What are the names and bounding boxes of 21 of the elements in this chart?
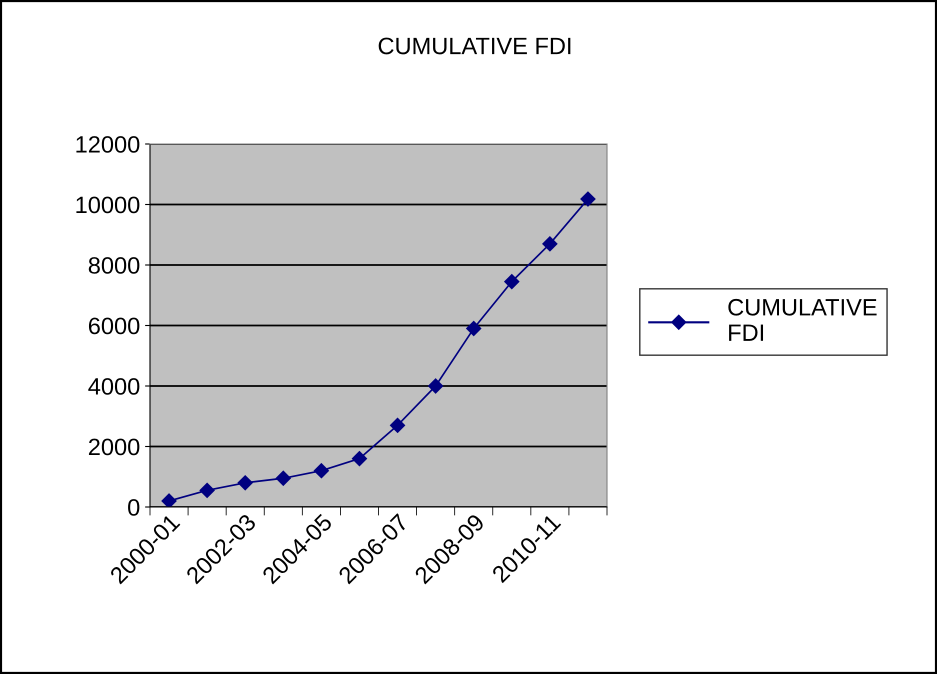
y-tick-label: 12000: [76, 136, 140, 153]
y-tick-label: 2000: [88, 438, 140, 456]
y-tick-label: 8000: [88, 257, 140, 274]
point: [276, 470, 291, 486]
point: [542, 236, 558, 252]
point: [238, 475, 253, 490]
point: [200, 482, 215, 498]
chart-title: CUMULATIVE FDI: [378, 38, 570, 54]
point: [161, 493, 177, 507]
point: [352, 451, 368, 466]
legend-label: CUMULATIVE FDI: [728, 298, 877, 341]
point: [314, 463, 329, 478]
point: [428, 378, 444, 394]
y-tick-label: 10000: [76, 196, 140, 214]
point: [504, 274, 520, 290]
y-tick-label: 0: [128, 499, 140, 516]
point: [580, 191, 596, 207]
y-tick-label: 4000: [88, 378, 140, 395]
y-tick-label: 6000: [88, 318, 140, 334]
point: [466, 320, 482, 336]
point: [390, 418, 406, 433]
